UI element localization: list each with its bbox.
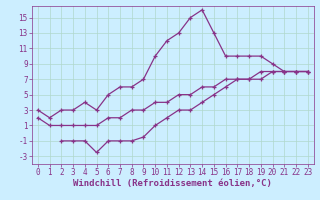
X-axis label: Windchill (Refroidissement éolien,°C): Windchill (Refroidissement éolien,°C)	[73, 179, 272, 188]
